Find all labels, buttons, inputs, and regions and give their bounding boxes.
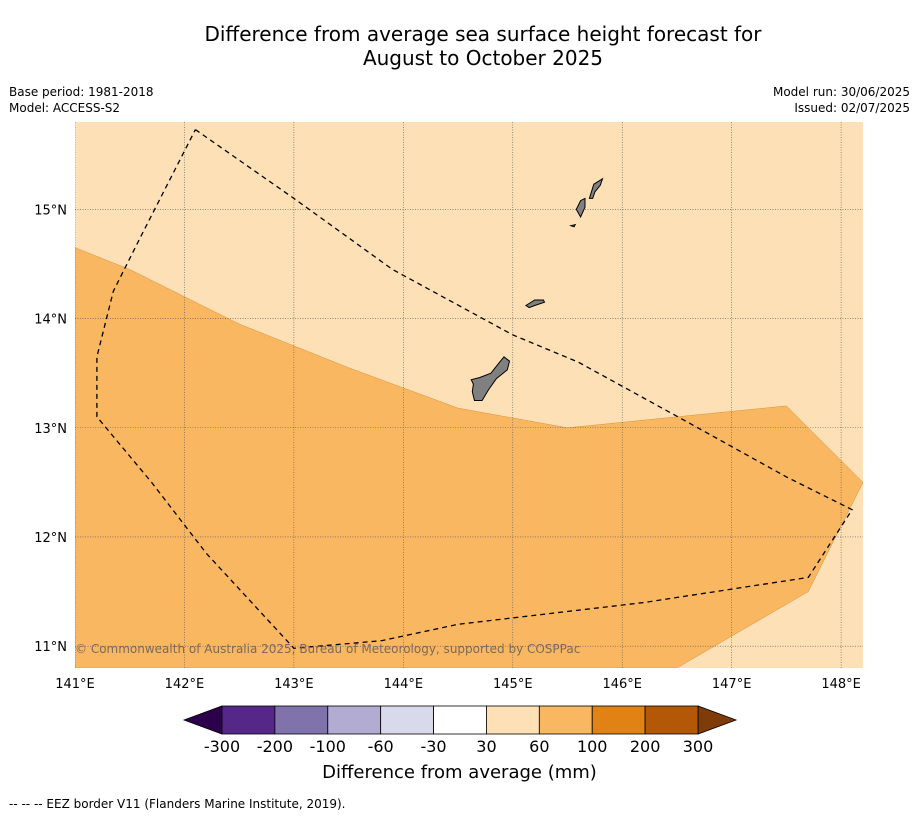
colorbar-tick-label: -60 <box>367 737 394 756</box>
model-run-date: Model run: 30/06/2025 <box>772 85 910 99</box>
model-name: Model: ACCESS-S2 <box>9 101 121 115</box>
islands <box>470 177 604 401</box>
title-line-2: August to October 2025 <box>362 46 604 70</box>
island-aguijan <box>569 223 577 228</box>
island-saipan <box>588 177 604 199</box>
colorbar-tick-label: -300 <box>203 737 241 756</box>
lon-tick-label: 144°E <box>384 677 424 692</box>
colorbar-tick-label: 200 <box>629 737 661 756</box>
title-line-1: Difference from average sea surface heig… <box>204 22 762 46</box>
colorbar-tick-label: -30 <box>420 737 447 756</box>
colorbar-tick-label: 30 <box>476 737 497 756</box>
colorbar-title: Difference from average (mm) <box>322 762 597 783</box>
island-tinian <box>575 197 586 219</box>
map-area: © Commonwealth of Australia 2025, Bureau… <box>75 122 863 668</box>
copyright-notice: © Commonwealth of Australia 2025, Bureau… <box>75 642 580 656</box>
lon-tick-label: 145°E <box>493 677 533 692</box>
axis-labels: 141°E 142°E 143°E 144°E 145°E 146°E 147°E 148°E… <box>34 203 861 692</box>
base-period: Base period: 1981-2018 <box>9 85 154 99</box>
base-info: Base period: 1981-2018 Model: ACCESS-S2 <box>9 84 154 116</box>
lat-tick-label: 15°N <box>34 203 67 218</box>
lon-tick-label: 146°E <box>602 677 642 692</box>
eez-border <box>96 129 854 649</box>
issued-date: Issued: 02/07/2025 <box>794 101 910 115</box>
lat-tick-label: 13°N <box>34 422 67 437</box>
colorbar-tick-label: 60 <box>529 737 550 756</box>
gridlines <box>75 122 863 668</box>
colorbar-tick-label: -100 <box>309 737 346 756</box>
colorbar-tick-label: 300 <box>682 737 714 756</box>
chart-title: Difference from average sea surface heig… <box>80 22 886 70</box>
lon-tick-label: 143°E <box>274 677 314 692</box>
colorbar-tick-label: 100 <box>576 737 608 756</box>
lat-tick-label: 11°N <box>34 640 67 655</box>
lon-tick-label: 148°E <box>821 677 861 692</box>
lon-tick-label: 141°E <box>55 677 95 692</box>
colorbar-tick-label: -200 <box>256 737 294 756</box>
lon-tick-label: 147°E <box>712 677 752 692</box>
island-rota <box>524 299 546 309</box>
lat-tick-label: 12°N <box>34 531 67 546</box>
island-guam <box>470 356 511 401</box>
run-info: Model run: 30/06/2025 Issued: 02/07/2025 <box>773 84 910 116</box>
lon-tick-label: 142°E <box>165 677 205 692</box>
eez-footnote: -- -- -- EEZ border V11 (Flanders Marine… <box>9 797 346 811</box>
lat-tick-label: 14°N <box>34 313 67 328</box>
